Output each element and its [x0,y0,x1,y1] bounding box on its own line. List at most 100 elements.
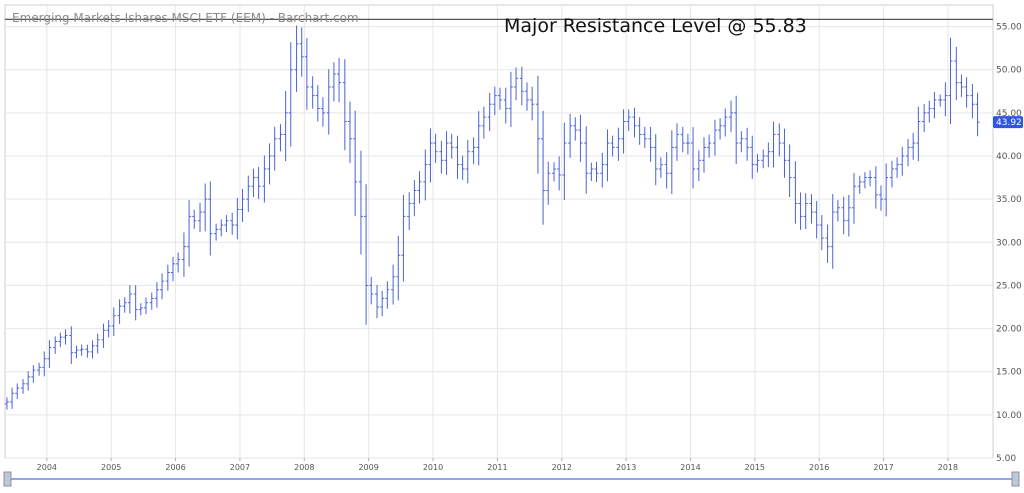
ohlc-bar [69,326,74,364]
ohlc-bar [594,161,599,183]
ohlc-bar [74,345,79,359]
ohlc-bar [26,371,31,391]
ohlc-bar [315,85,320,122]
ohlc-bar [106,320,111,338]
ohlc-bar [857,175,862,194]
y-tick-label: 55.00 [996,23,1022,33]
chart-title: Emerging Markets Ishares MSCI ETF (EEM) … [12,11,359,25]
ohlc-bar [578,114,583,162]
resistance-annotation: Major Resistance Level @ 55.83 [504,15,807,37]
ohlc-bar [927,100,932,123]
ohlc-bar [771,121,776,168]
ohlc-bar [133,285,138,321]
ohlc-bar [487,92,492,132]
y-tick-label: 50.00 [996,66,1022,76]
ohlc-bar [31,365,36,383]
ohlc-bar [331,62,336,102]
ohlc-bar [798,192,803,230]
ohlc-bar [873,166,878,209]
ohlc-series [4,25,980,410]
ohlc-bar [337,57,342,103]
x-tick-label: 2010 [423,463,443,472]
ohlc-bar [954,46,959,101]
ohlc-bar [187,200,192,267]
x-tick-label: 2011 [487,463,507,472]
ohlc-bar [262,155,267,203]
ohlc-bar [568,113,573,158]
ohlc-bar [353,110,358,217]
ohlc-bar [198,202,203,233]
ohlc-bar [809,194,814,224]
ohlc-bar [825,224,830,263]
ohlc-bar [562,122,567,200]
ohlc-bar [176,252,181,273]
navigator-handle-left[interactable] [3,471,12,487]
ohlc-bar [380,290,385,317]
ohlc-bar [369,276,374,305]
ohlc-bar [342,59,347,151]
ohlc-bar [428,128,433,183]
x-tick-label: 2017 [873,463,893,472]
ohlc-bar [519,66,524,106]
x-tick-label: 2007 [230,463,250,472]
ohlc-bar [911,132,916,160]
ohlc-bar [42,351,47,377]
ohlc-bar [803,193,808,230]
ohlc-bar [530,86,535,121]
ohlc-bar [868,170,873,187]
ohlc-bar [294,25,299,93]
ohlc-bar [895,157,900,178]
ohlc-bar [476,111,481,166]
ohlc-bar [170,256,175,282]
ohlc-bar [696,150,701,182]
ohlc-bar [616,127,621,161]
ohlc-bar [932,91,937,119]
ohlc-bar [884,163,889,217]
ohlc-bar [444,131,449,175]
y-tick-label: 5.00 [996,454,1016,464]
ohlc-bar [755,153,760,173]
last-price-badge: 43.92 [993,116,1023,129]
ohlc-bar [492,86,497,116]
ohlc-bar [90,340,95,359]
ohlc-bar [417,171,422,204]
x-tick-label: 2008 [294,463,314,472]
ohlc-bar [15,383,20,399]
ohlc-bar [192,209,197,229]
ohlc-bar [412,180,417,217]
ohlc-bar [814,201,819,239]
ohlc-bar [943,82,948,117]
x-axis: 2004 2005 2006 2007 2008 2009 2010 2011 2012 2013… [37,458,958,472]
ohlc-bar [375,284,380,319]
ohlc-bar [750,135,755,179]
ohlc-bar [214,223,219,241]
ohlc-bar [251,168,256,198]
ohlc-bar [787,144,792,197]
ohlc-bar [524,82,529,111]
x-tick-label: 2015 [745,463,765,472]
ohlc-bar [122,297,127,313]
ohlc-bar [401,194,406,282]
ohlc-bar [154,282,159,308]
ohlc-bar [605,129,610,182]
ohlc-bar [246,175,251,213]
ohlc-bar [653,134,658,186]
ohlc-bar [707,134,712,158]
ohlc-bar [712,119,717,156]
ohlc-bar [347,101,352,163]
navigator-handle-right[interactable] [1011,471,1020,487]
ohlc-bar [433,133,438,163]
ohlc-bar [58,332,63,348]
ohlc-bar [37,362,42,376]
ohlc-bar [203,183,208,232]
ohlc-bar [685,133,690,155]
ohlc-bar [723,108,728,137]
ohlc-bar [841,196,846,235]
ohlc-bar [272,126,277,171]
plot-area [4,4,994,459]
ohlc-bar [835,200,840,222]
ohlc-bar [862,172,867,189]
ohlc-bar [584,126,589,194]
